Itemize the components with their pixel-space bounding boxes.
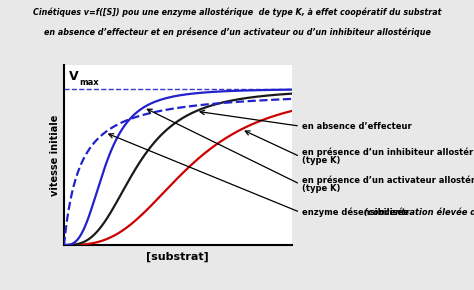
Text: en absence d’effecteur: en absence d’effecteur: [302, 122, 412, 131]
Text: (type K): (type K): [302, 156, 341, 166]
Text: en présence d’un inhibiteur allostérique: en présence d’un inhibiteur allostérique: [302, 148, 474, 157]
Text: max: max: [79, 78, 99, 87]
Text: (type K): (type K): [302, 184, 341, 193]
Text: V: V: [69, 70, 78, 83]
Text: (concentration élevée d’activateur): (concentration élevée d’activateur): [364, 208, 474, 217]
X-axis label: [substrat]: [substrat]: [146, 252, 209, 262]
Text: en absence d’effecteur et en présence d’un activateur ou d’un inhibiteur allosté: en absence d’effecteur et en présence d’…: [44, 28, 430, 37]
Text: enzyme désensibilisée: enzyme désensibilisée: [302, 208, 415, 217]
Text: en présence d’un activateur allostérique: en présence d’un activateur allostérique: [302, 175, 474, 184]
Y-axis label: vitesse initiale: vitesse initiale: [50, 115, 60, 196]
Text: Cinétiques v=f([S]) pou une enzyme allostérique  de type K, à effet coopératif d: Cinétiques v=f([S]) pou une enzyme allos…: [33, 7, 441, 17]
